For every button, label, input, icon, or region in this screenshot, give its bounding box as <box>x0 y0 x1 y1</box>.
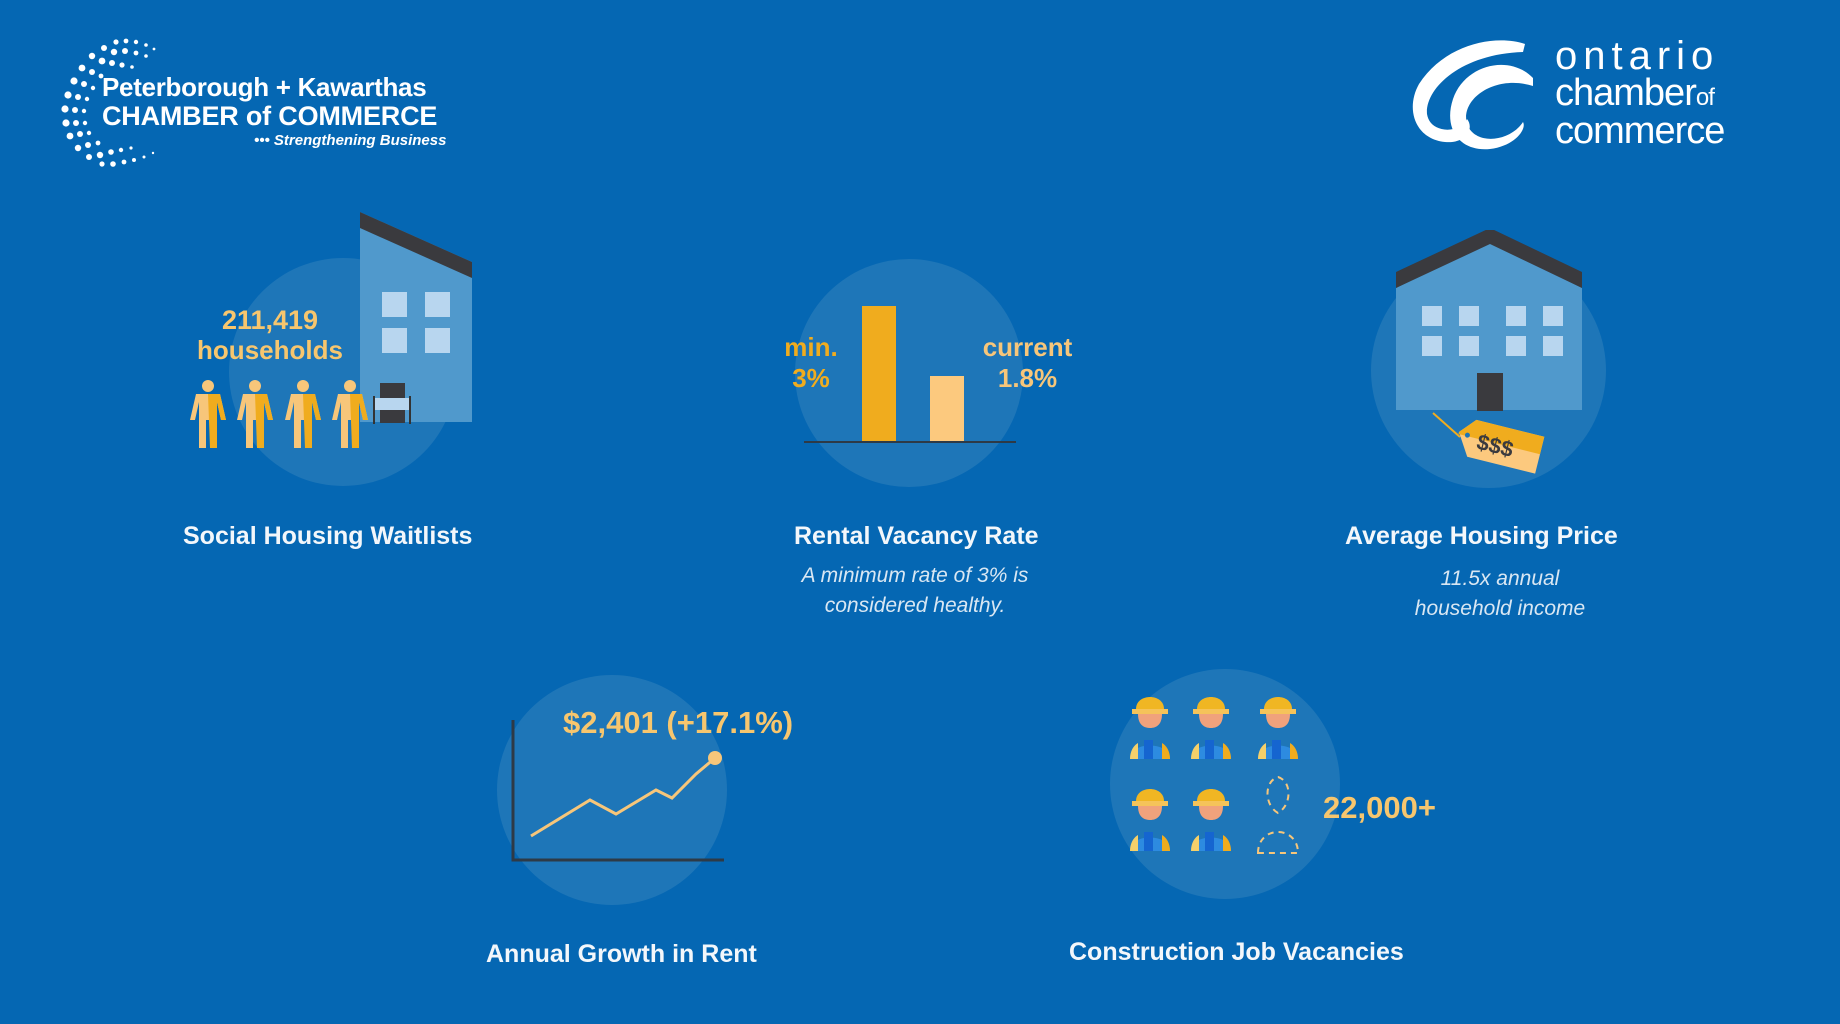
logo-chamber-word: chamber <box>1555 72 1697 114</box>
apartment-building-icon <box>360 212 472 424</box>
min-value: 3% <box>792 363 830 393</box>
note-line-2: considered healthy. <box>824 594 1006 617</box>
logo-commerce: commerce <box>1555 110 1725 152</box>
line-chart-icon <box>511 720 724 862</box>
note-line-1: A minimum rate of 3% is <box>801 564 1029 587</box>
min-label: min. 3% <box>766 332 856 394</box>
waitlist-value: 211,419 <box>221 305 319 335</box>
bar-min <box>862 306 896 442</box>
min-label-text: min. <box>784 332 838 362</box>
logo-line-1: Peterborough + Kawarthas <box>102 72 427 102</box>
people-queue-icon <box>190 380 368 448</box>
house-with-price-tag-icon: $$$ <box>1396 230 1582 474</box>
logo-ontario: ontario <box>1555 34 1720 78</box>
construction-workers-icon <box>1130 697 1300 854</box>
stat-note: 11.5x annual household income <box>1345 564 1655 624</box>
dotted-c-icon <box>61 38 156 167</box>
current-value: 1.8% <box>997 363 1058 393</box>
stat-note: A minimum rate of 3% is considered healt… <box>760 561 1070 621</box>
bar-current <box>930 376 964 442</box>
stat-circle <box>795 259 1023 487</box>
rent-value: $2,401 (+17.1%) <box>563 705 794 740</box>
current-label: current 1.8% <box>970 332 1085 394</box>
note-line-1: 11.5x annual <box>1440 567 1560 590</box>
waitlist-unit: households <box>197 335 343 365</box>
logo-of-word: of <box>1695 84 1715 111</box>
current-label-text: current <box>982 332 1073 362</box>
stat-title: Social Housing Waitlists <box>183 522 473 550</box>
stat-title: Construction Job Vacancies <box>1069 938 1404 966</box>
vacancies-value: 22,000+ <box>1323 790 1436 825</box>
logo-chamber: chamberof <box>1555 72 1715 115</box>
stat-title: Rental Vacancy Rate <box>794 522 1039 550</box>
logo-line-2: CHAMBER of COMMERCE <box>102 101 438 131</box>
peterborough-chamber-logo: Peterborough + Kawarthas CHAMBER of COMM… <box>54 36 474 170</box>
logo-tagline: ••• Strengthening Business <box>254 132 447 149</box>
stat-title: Annual Growth in Rent <box>486 940 757 968</box>
bar-baseline <box>804 441 1016 443</box>
ontario-chamber-logo: ontario chamberof commerce <box>1405 34 1745 154</box>
note-line-2: household income <box>1414 597 1586 620</box>
occ-monogram-icon <box>1412 40 1533 150</box>
stat-title: Average Housing Price <box>1345 522 1618 550</box>
stat-circle <box>497 675 727 905</box>
